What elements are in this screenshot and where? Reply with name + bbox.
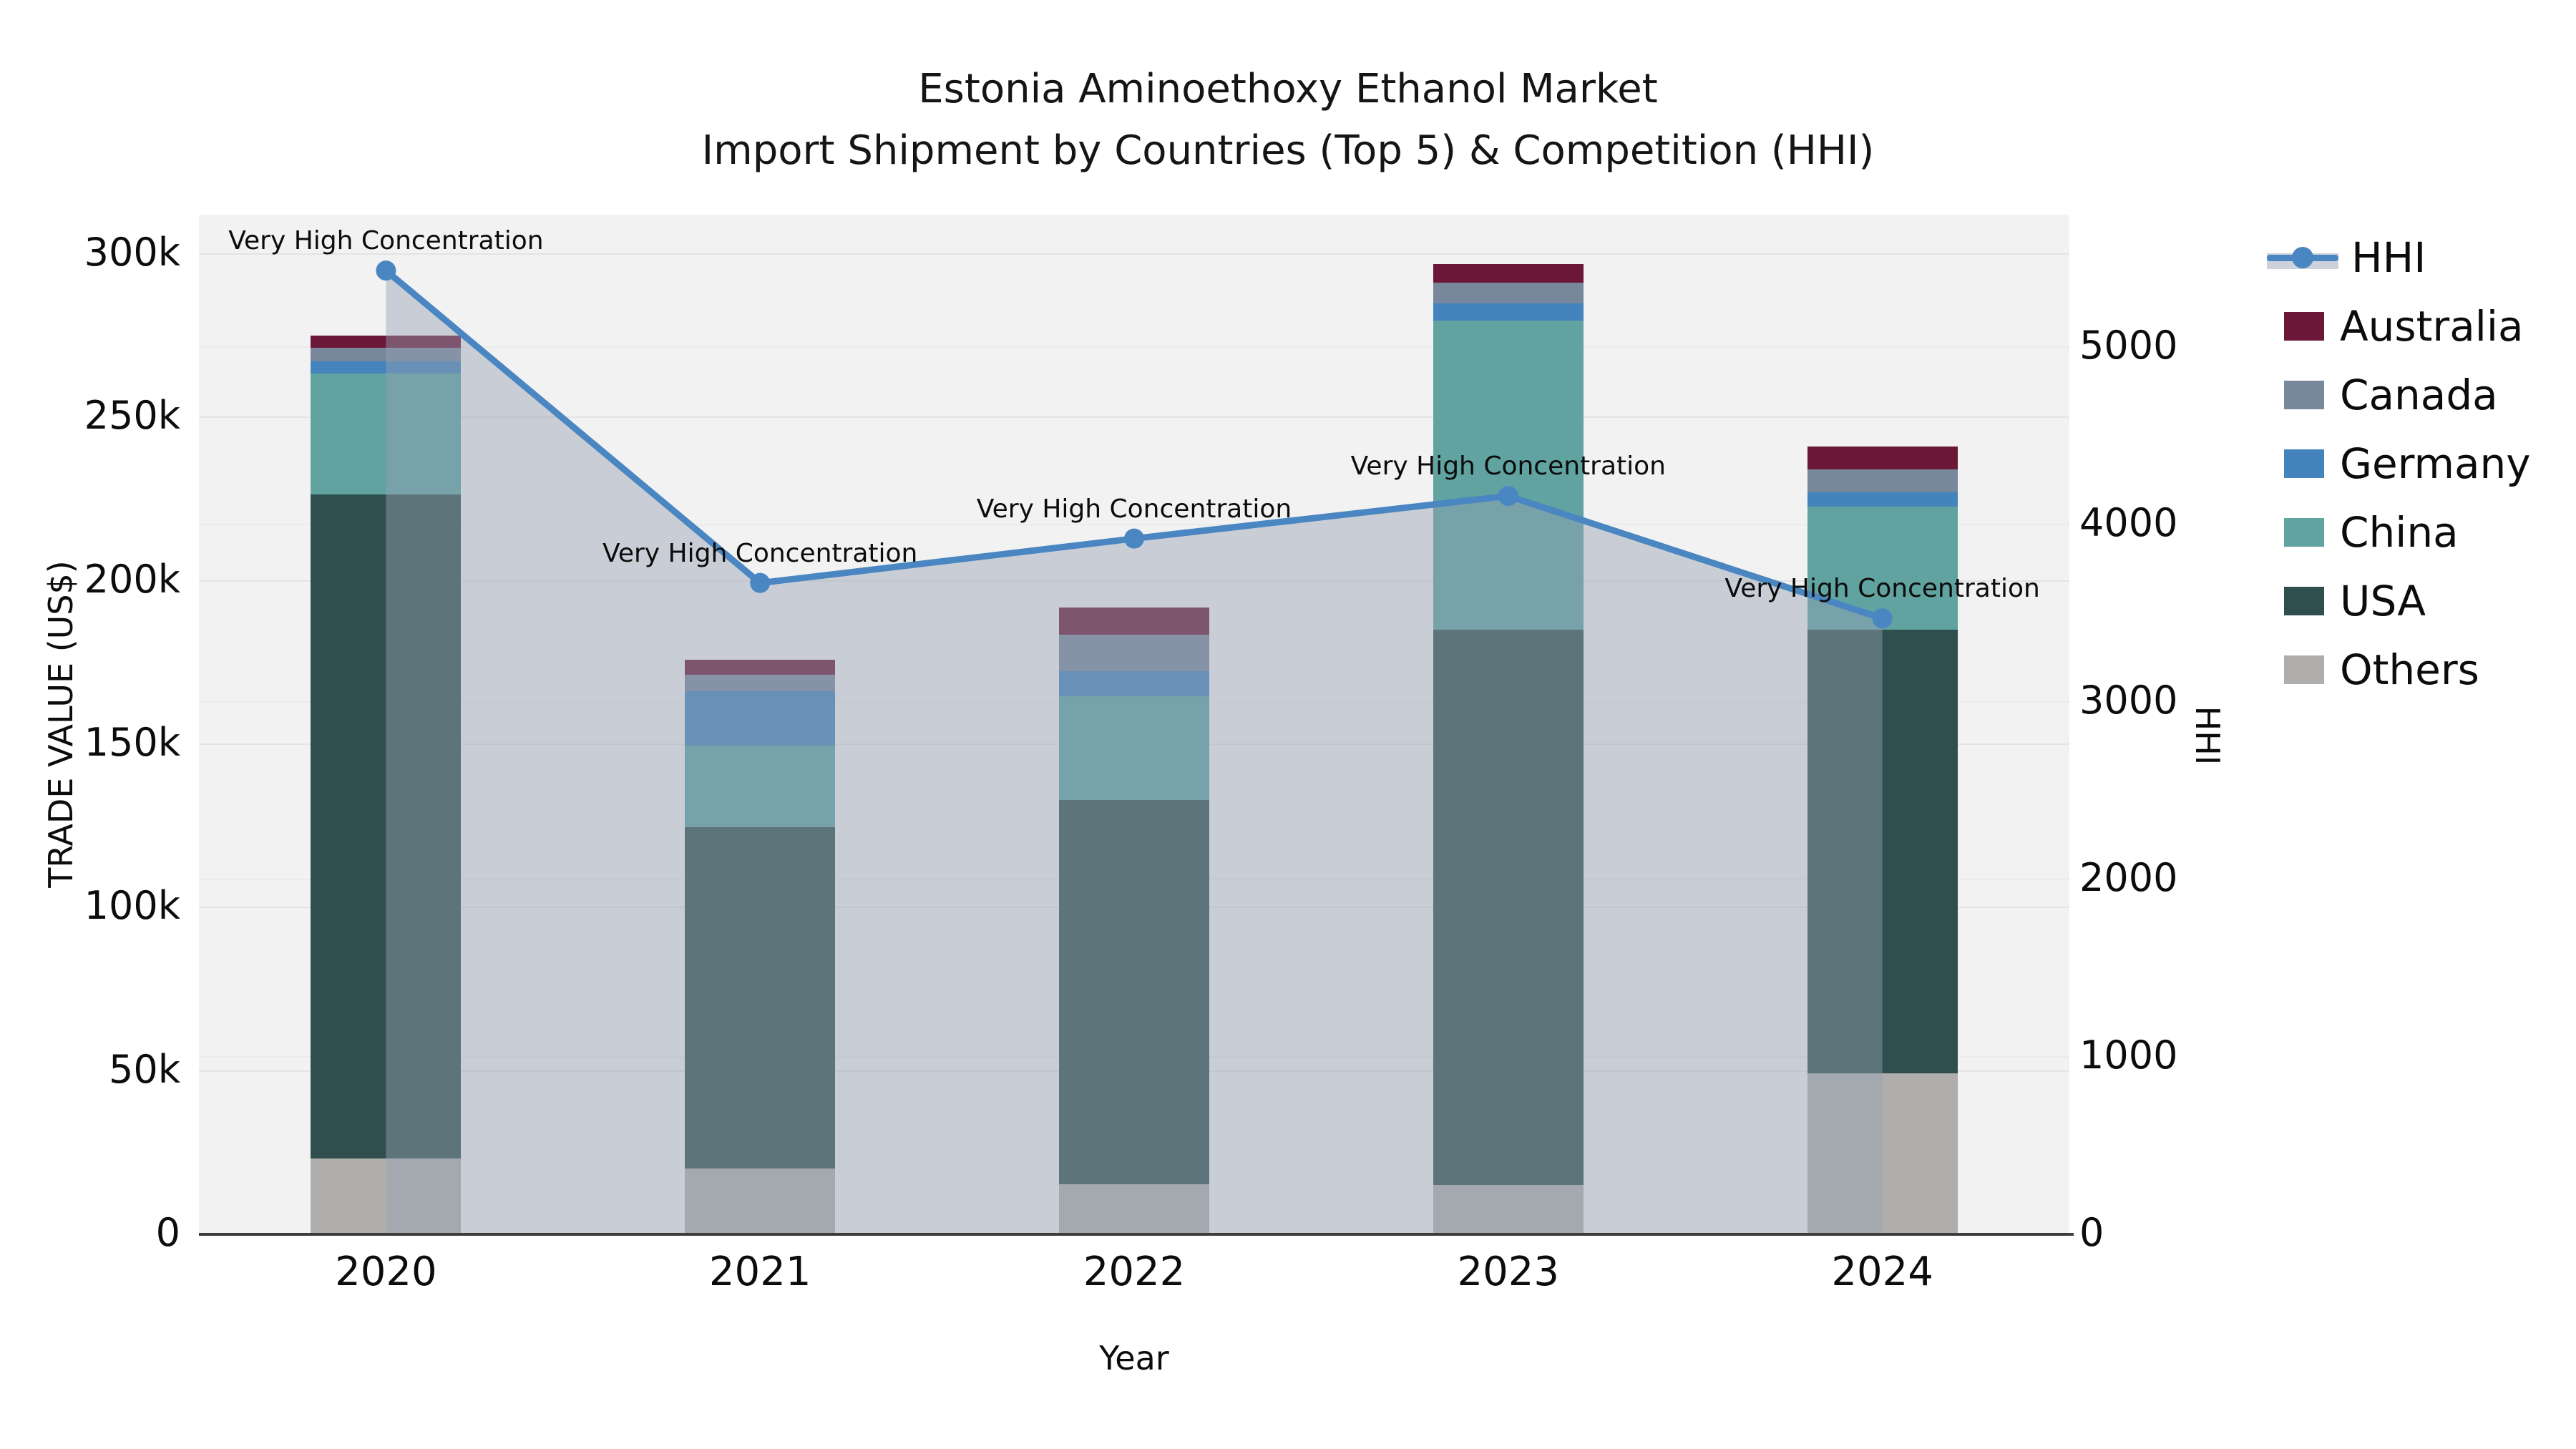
legend-swatch-germany [2284,449,2324,478]
y-right-tick-3000: 3000 [2079,677,2178,723]
chart-title-line1: Estonia Aminoethoxy Ethanol Market [918,66,1658,112]
y-left-tick-250k: 250k [84,393,180,439]
legend-label-china: China [2340,508,2459,557]
y-right-tick-1000: 1000 [2079,1032,2178,1078]
stacked-bar-2021[interactable] [685,660,836,1234]
bar-segment-australia-2022[interactable] [1059,607,1209,635]
x-tick-2024: 2024 [1831,1249,1933,1295]
x-axis-line [199,1233,2074,1236]
x-tick-2020: 2020 [335,1249,437,1295]
legend-hhi-line-swatch [2267,243,2338,272]
gridline-trade-value [199,253,2069,255]
bar-segment-germany-2023[interactable] [1433,303,1584,321]
annotation-2022: Very High Concentration [976,494,1292,524]
hhi-marker-2024[interactable] [1872,608,1893,629]
legend-item-china[interactable]: China [2267,498,2459,567]
gridline-trade-value [199,580,2069,582]
bar-segment-others-2022[interactable] [1059,1184,1209,1234]
bar-segment-australia-2024[interactable] [1807,447,1958,469]
bar-segment-china-2021[interactable] [685,746,836,828]
y-right-tick-0: 0 [2079,1210,2104,1255]
bar-segment-canada-2023[interactable] [1433,282,1584,303]
legend-label-others: Others [2340,645,2479,694]
plot-area [199,215,2069,1234]
bar-segment-china-2023[interactable] [1433,321,1584,630]
chart-title-line2: Import Shipment by Countries (Top 5) & C… [701,127,1875,174]
bar-segment-germany-2022[interactable] [1059,671,1209,696]
bar-segment-canada-2021[interactable] [685,675,836,692]
stacked-bar-2020[interactable] [311,336,462,1234]
stacked-bar-2023[interactable] [1433,263,1584,1234]
legend-hhi-marker-icon [2292,247,2313,268]
y-left-tick-50k: 50k [109,1046,180,1092]
legend-swatch-canada [2284,381,2324,409]
x-axis-title: Year [1099,1339,1169,1377]
y-axis-right-title: HHI [2188,706,2227,766]
bar-segment-usa-2023[interactable] [1433,630,1584,1186]
bar-segment-china-2022[interactable] [1059,696,1209,801]
legend-item-germany[interactable]: Germany [2267,429,2531,498]
legend-swatch-australia [2284,312,2324,341]
bar-segment-canada-2022[interactable] [1059,634,1209,672]
bar-segment-canada-2024[interactable] [1807,469,1958,493]
gridline-trade-value [199,416,2069,419]
bar-segment-australia-2021[interactable] [685,660,836,675]
y-right-tick-4000: 4000 [2079,499,2178,545]
bar-segment-usa-2022[interactable] [1059,800,1209,1184]
annotation-2021: Very High Concentration [602,538,918,568]
hhi-line-layer [376,260,1893,1234]
bar-segment-canada-2020[interactable] [311,347,462,362]
x-tick-2022: 2022 [1083,1249,1186,1295]
x-tick-2023: 2023 [1457,1249,1560,1295]
y-left-tick-100k: 100k [84,883,180,929]
legend-label-hhi: HHI [2351,233,2426,282]
legend-item-australia[interactable]: Australia [2267,292,2524,361]
bar-segment-china-2020[interactable] [311,373,462,494]
y-left-tick-150k: 150k [84,719,180,765]
legend-label-canada: Canada [2340,371,2498,419]
bar-segment-others-2024[interactable] [1807,1073,1958,1234]
legend-swatch-usa [2284,587,2324,615]
x-tick-2021: 2021 [708,1249,811,1295]
hhi-marker-2020[interactable] [376,260,396,281]
bar-segment-others-2020[interactable] [311,1158,462,1234]
legend-item-others[interactable]: Others [2267,635,2479,704]
bar-segment-usa-2021[interactable] [685,827,836,1169]
bar-segment-others-2021[interactable] [685,1168,836,1234]
bar-segment-australia-2020[interactable] [311,336,462,348]
annotation-2023: Very High Concentration [1350,452,1666,482]
bar-segment-usa-2024[interactable] [1807,630,1958,1073]
legend-swatch-others [2284,655,2324,684]
legend-swatch-china [2284,518,2324,547]
bar-segment-others-2023[interactable] [1433,1185,1584,1234]
bar-segment-germany-2024[interactable] [1807,492,1958,507]
hhi-area-fill [386,270,1883,1234]
legend-item-canada[interactable]: Canada [2267,361,2498,429]
annotation-2020: Very High Concentration [228,226,544,256]
legend-label-usa: USA [2340,577,2426,625]
y-right-tick-2000: 2000 [2079,854,2178,900]
bar-segment-germany-2020[interactable] [311,361,462,374]
y-right-tick-5000: 5000 [2079,322,2178,368]
gridline-hhi [199,346,2069,348]
bar-segment-usa-2020[interactable] [311,494,462,1159]
legend-item-usa[interactable]: USA [2267,567,2426,635]
hhi-marker-2021[interactable] [750,572,771,593]
y-left-tick-300k: 300k [84,229,180,275]
legend-item-hhi[interactable]: HHI [2267,223,2426,292]
stacked-bar-2022[interactable] [1059,607,1209,1234]
hhi-marker-2022[interactable] [1124,528,1144,549]
y-left-tick-0: 0 [155,1210,180,1255]
hhi-marker-2023[interactable] [1498,486,1518,507]
y-left-tick-200k: 200k [84,556,180,602]
legend-label-germany: Germany [2340,439,2531,488]
gridline-hhi [199,523,2069,525]
bar-segment-germany-2021[interactable] [685,691,836,746]
bar-segment-australia-2023[interactable] [1433,263,1584,283]
legend-label-australia: Australia [2340,302,2524,351]
annotation-2024: Very High Concentration [1724,574,2040,604]
